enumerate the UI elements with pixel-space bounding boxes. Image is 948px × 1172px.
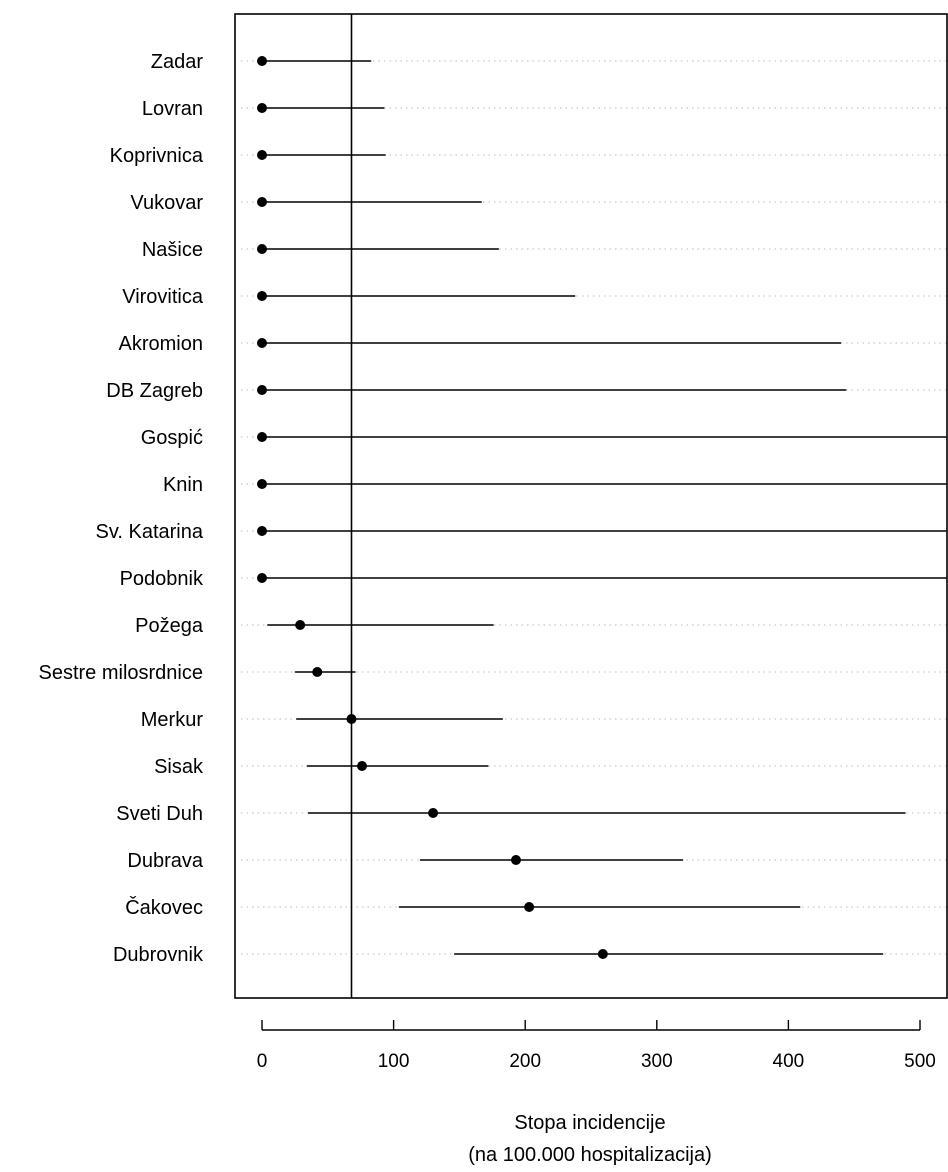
estimate-point — [510, 855, 521, 865]
category-label: Vukovar — [130, 192, 203, 214]
category-label: Sestre milosrdnice — [38, 662, 203, 684]
category-labels: Zadar Lovran Koprivnica Vukovar Našice Virovi… — [38, 51, 204, 966]
category-label: Sv. Katarina — [96, 521, 204, 543]
plot-frame — [234, 13, 948, 999]
x-tick-label: 500 — [904, 1051, 936, 1072]
category-label: Sisak — [154, 756, 204, 778]
category-label: Podobnik — [120, 568, 204, 590]
category-label: Zadar — [151, 51, 204, 73]
grid-layer — [241, 60, 947, 955]
estimate-point — [524, 902, 535, 912]
category-label: Akromion — [119, 333, 203, 355]
category-label: Koprivnica — [110, 145, 204, 167]
x-tick-label: 0 — [257, 1051, 268, 1072]
estimate-point — [312, 667, 323, 677]
estimate-point — [257, 291, 267, 301]
category-label: Gospić — [141, 427, 203, 449]
estimate-point — [257, 385, 267, 395]
x-axis: 0 100 200 300 400 500 — [257, 1020, 936, 1072]
category-label: Virovitica — [122, 286, 204, 308]
category-label: Požega — [135, 615, 204, 637]
estimate-point — [257, 56, 267, 66]
category-label: DB Zagreb — [106, 380, 203, 402]
estimate-point — [295, 620, 306, 630]
estimate-point — [257, 432, 267, 442]
x-tick-label: 200 — [509, 1051, 541, 1072]
estimate-point — [357, 761, 368, 771]
estimate-point — [257, 479, 267, 489]
x-tick-label: 100 — [378, 1051, 410, 1072]
estimate-point — [257, 103, 267, 113]
category-label: Merkur — [141, 709, 204, 731]
estimate-point — [257, 197, 267, 207]
category-label: Lovran — [142, 98, 203, 120]
estimate-point — [257, 150, 267, 160]
estimate-point — [257, 244, 267, 254]
estimate-point — [257, 338, 267, 348]
interval-layer — [262, 60, 947, 955]
x-axis-title: Stopa incidencije — [514, 1112, 665, 1134]
category-label: Čakovec — [125, 896, 203, 919]
estimate-point — [597, 949, 608, 959]
category-label: Dubrava — [127, 850, 203, 872]
estimate-point — [346, 714, 357, 724]
category-label: Sveti Duh — [116, 803, 203, 825]
x-tick-label: 300 — [641, 1051, 673, 1072]
x-axis-subtitle: (na 100.000 hospitalizacija) — [468, 1144, 712, 1166]
category-label: Knin — [163, 474, 203, 496]
category-label: Našice — [142, 239, 203, 261]
estimate-point — [428, 808, 439, 818]
category-label: Dubrovnik — [113, 944, 204, 966]
estimate-point — [257, 573, 267, 583]
estimate-point — [257, 526, 267, 536]
point-layer — [257, 56, 608, 959]
x-tick-label: 400 — [773, 1051, 805, 1072]
